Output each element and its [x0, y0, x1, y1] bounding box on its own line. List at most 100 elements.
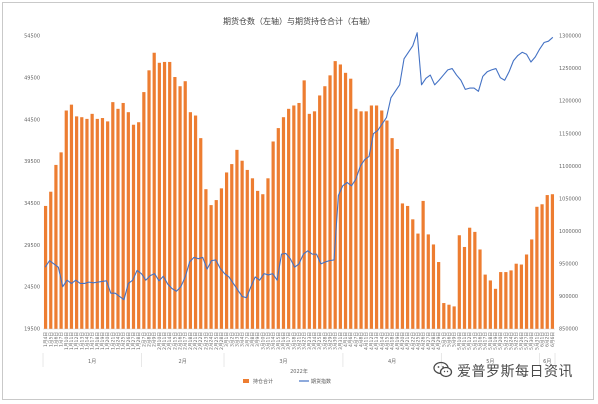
bar [49, 191, 53, 329]
bar [452, 306, 456, 329]
bar [297, 102, 301, 329]
bar [395, 149, 399, 329]
bar [421, 200, 425, 329]
x-tick-label: 3月9日 [255, 332, 261, 347]
year-label: 2022年 [290, 368, 308, 375]
x-tick-label: 1月20日 [105, 332, 111, 350]
x-tick-label: 2月25日 [214, 332, 220, 350]
bar [137, 122, 141, 329]
x-tick-label: 3月3日 [234, 332, 240, 347]
bar [524, 254, 529, 329]
bar [219, 188, 224, 329]
bar [411, 219, 415, 329]
watermark: 爱普罗斯每日资讯 [427, 359, 597, 383]
bar [431, 244, 436, 329]
x-tick-label: 2月7日 [141, 332, 147, 347]
x-tick-label: 5月20日 [498, 332, 504, 350]
x-tick-label: 5月18日 [488, 332, 494, 350]
x-tick-label: 2月23日 [203, 332, 209, 350]
bar [519, 264, 523, 329]
x-tick-label: 4月11日 [364, 332, 370, 350]
x-tick-label: 4月6日 [348, 332, 354, 347]
x-tick-label: 1月4日 [43, 332, 49, 347]
bar [54, 164, 58, 329]
bar [162, 61, 167, 329]
x-tick-label: 1月21日 [110, 332, 116, 350]
x-tick-label: 1月11日 [69, 332, 75, 350]
bar [80, 117, 84, 329]
bar [214, 200, 218, 329]
bar [514, 263, 518, 329]
bar [90, 113, 94, 329]
bar [147, 70, 151, 329]
bar [121, 102, 125, 329]
x-tick-label: 1月7日 [59, 332, 65, 347]
x-tick-label: 1月24日 [115, 332, 121, 350]
x-tick-label: 4月13日 [374, 332, 380, 350]
x-tick-label: 4月18日 [390, 332, 396, 350]
x-tick-label: 6月6日 [550, 332, 556, 347]
right-tick-label: 1300000 [559, 34, 581, 40]
x-tick-label: 1月5日 [48, 332, 54, 347]
chart-title: 期货仓数（左轴）与期货持仓合计（右轴） [223, 16, 375, 26]
legend-label: 持仓合计 [253, 378, 273, 385]
bar [499, 272, 503, 329]
x-tick-label: 2月11日 [162, 332, 168, 350]
x-tick-label: 3月21日 [297, 332, 303, 350]
x-tick-label: 1月13日 [79, 332, 85, 350]
x-tick-label: 3月18日 [291, 332, 297, 350]
x-tick-label: 4月19日 [395, 332, 401, 350]
x-tick-label: 2月17日 [183, 332, 189, 350]
x-tick-label: 3月28日 [322, 332, 328, 350]
left-tick-label: 24500 [24, 285, 40, 291]
month-label: 6月 [543, 359, 551, 365]
x-tick-label: 3月23日 [307, 332, 313, 350]
right-tick-label: 1150000 [559, 131, 581, 137]
bar-series [43, 52, 555, 330]
right-tick-label: 950000 [559, 261, 578, 267]
x-tick-label: 2月8日 [147, 332, 153, 347]
x-tick-label: 2月14日 [167, 332, 173, 350]
month-labels: 1月 2月 3月 4月 5月 6月 [42, 353, 556, 367]
bar [235, 149, 239, 329]
right-tick-label: 1000000 [559, 229, 581, 235]
bar [100, 118, 105, 329]
bar [224, 172, 229, 329]
x-tick-label: 5月24日 [509, 332, 515, 350]
bar [328, 75, 332, 329]
x-tick-label: 4月8日 [359, 332, 365, 347]
bar [209, 205, 213, 329]
x-tick-label: 4月12日 [369, 332, 375, 350]
right-tick-label: 900000 [559, 294, 578, 300]
bar [256, 190, 260, 329]
x-tick-label: 5月12日 [467, 332, 473, 350]
x-tick-label: 3月31日 [338, 332, 344, 350]
bar [69, 104, 74, 330]
x-tick-label: 5月30日 [529, 332, 535, 350]
x-tick-label: 1月27日 [131, 332, 137, 350]
bar [462, 246, 467, 329]
right-tick-label: 1050000 [559, 196, 581, 202]
bar [250, 178, 255, 329]
x-tick-label: 5月26日 [519, 332, 525, 350]
bar [359, 111, 363, 329]
x-tick-label: 2月22日 [198, 332, 204, 350]
right-tick-label: 1250000 [559, 66, 581, 72]
bar [302, 80, 306, 330]
left-axis: 19500 24500 29500 34500 39500 44500 49500 54500 [24, 34, 40, 333]
bar [493, 288, 498, 329]
chart-legend: 持仓合计 期货指数 [243, 378, 331, 385]
bar [406, 205, 410, 329]
bar [488, 280, 492, 329]
bar [400, 203, 405, 329]
bar [95, 118, 99, 329]
bar [199, 138, 203, 329]
x-tick-label: 2月24日 [209, 332, 215, 350]
bar [43, 205, 48, 329]
x-tick-label: 3月16日 [281, 332, 287, 350]
x-tick-label: 1月28日 [136, 332, 142, 350]
bar [478, 249, 482, 329]
x-tick-label: 5月13日 [472, 332, 478, 350]
bar [457, 235, 461, 329]
legend-swatch-bar [243, 379, 249, 383]
